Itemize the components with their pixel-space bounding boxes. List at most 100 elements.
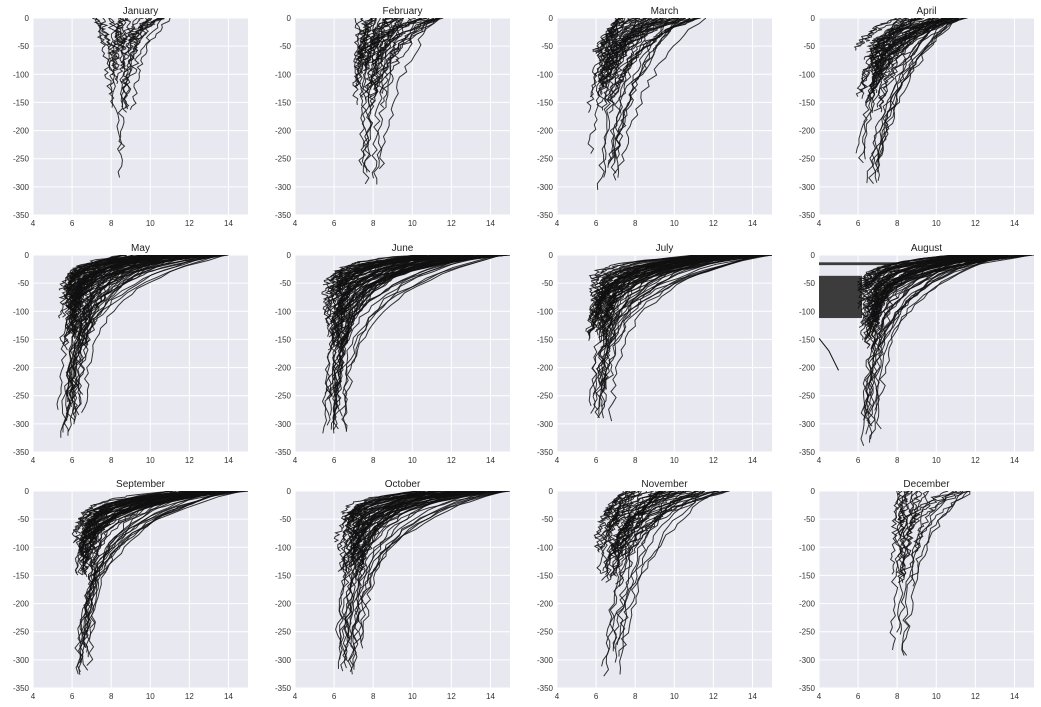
y-tick-label: -100 bbox=[275, 543, 292, 552]
subplot-june: 4 6 8 10 12 14 0 -50 -100 -150 -200 -250 -300 -350 Jun… bbox=[275, 243, 510, 465]
y-tick-label: -100 bbox=[537, 70, 554, 79]
profile-line bbox=[863, 18, 916, 42]
y-tick-label: -350 bbox=[537, 684, 554, 693]
x-tick-label: 8 bbox=[633, 219, 638, 228]
profile-line bbox=[876, 18, 945, 173]
x-tick-label: 8 bbox=[895, 456, 900, 465]
y-tick-label: -250 bbox=[13, 155, 30, 164]
x-tick-label: 12 bbox=[185, 456, 194, 465]
y-tick-label: -200 bbox=[275, 364, 292, 373]
profile-line bbox=[347, 491, 439, 640]
profile-line bbox=[359, 18, 396, 98]
y-tick-label: -200 bbox=[275, 600, 292, 609]
profile-line bbox=[60, 255, 161, 438]
x-tick-label: 10 bbox=[408, 456, 417, 465]
profile-line bbox=[327, 255, 429, 326]
y-tick-label: -350 bbox=[799, 211, 816, 220]
profile-line bbox=[58, 255, 151, 300]
y-tick-label: -300 bbox=[13, 183, 30, 192]
profile-line bbox=[332, 255, 510, 323]
subplot-title-june: June bbox=[392, 243, 414, 254]
y-tick-label: -300 bbox=[13, 656, 30, 665]
y-tick-label: -100 bbox=[275, 307, 292, 316]
y-tick-label: -50 bbox=[17, 42, 29, 51]
y-tick-label: -150 bbox=[13, 335, 30, 344]
profile-line bbox=[360, 491, 504, 562]
profile-line bbox=[378, 18, 430, 94]
profile-line bbox=[81, 491, 232, 637]
y-tick-label: -350 bbox=[13, 448, 30, 457]
profile-line bbox=[358, 491, 508, 586]
profile-line bbox=[586, 18, 620, 113]
y-tick-label: 0 bbox=[549, 251, 554, 260]
subplot-title-august: August bbox=[911, 243, 942, 254]
y-tick-label: -150 bbox=[537, 98, 554, 107]
x-tick-label: 14 bbox=[748, 219, 757, 228]
x-tick-label: 4 bbox=[293, 692, 298, 701]
stray-profile bbox=[819, 337, 839, 371]
profile-line bbox=[861, 255, 968, 326]
x-tick-label: 8 bbox=[371, 692, 376, 701]
profile-line bbox=[606, 491, 636, 559]
x-tick-label: 10 bbox=[932, 456, 941, 465]
y-tick-label: -150 bbox=[275, 571, 292, 580]
subplot-september: 4 6 8 10 12 14 0 -50 -100 -150 -200 -250 -300 -350 Sep… bbox=[13, 479, 248, 701]
profile-line bbox=[896, 491, 907, 537]
y-tick-label: -150 bbox=[13, 98, 30, 107]
y-tick-label: 0 bbox=[25, 487, 30, 496]
x-tick-label: 4 bbox=[555, 456, 560, 465]
profile-line bbox=[868, 18, 954, 185]
y-tick-label: -50 bbox=[17, 279, 29, 288]
y-tick-label: -300 bbox=[275, 420, 292, 429]
x-tick-label: 12 bbox=[971, 456, 980, 465]
x-tick-label: 12 bbox=[971, 219, 980, 228]
subplot-title-may: May bbox=[131, 243, 150, 254]
profile-line bbox=[870, 18, 934, 113]
profile-line bbox=[616, 491, 680, 550]
profiles-august bbox=[819, 255, 1034, 446]
y-tick-label: -350 bbox=[275, 684, 292, 693]
y-tick-label: -350 bbox=[799, 448, 816, 457]
profile-line bbox=[99, 18, 117, 70]
y-tick-label: -300 bbox=[799, 183, 816, 192]
profile-line bbox=[874, 18, 959, 181]
y-tick-label: 0 bbox=[287, 251, 292, 260]
x-tick-label: 4 bbox=[31, 692, 36, 701]
profile-line bbox=[356, 491, 487, 528]
y-tick-label: -50 bbox=[279, 515, 291, 524]
profile-line bbox=[68, 255, 191, 397]
profile-line bbox=[370, 18, 403, 85]
x-tick-label: 8 bbox=[633, 692, 638, 701]
y-tick-label: -50 bbox=[541, 515, 553, 524]
y-tick-label: 0 bbox=[287, 487, 292, 496]
profile-line bbox=[875, 255, 1008, 430]
profile-line bbox=[592, 255, 742, 395]
y-tick-label: -150 bbox=[799, 335, 816, 344]
y-tick-label: -350 bbox=[13, 211, 30, 220]
x-tick-label: 4 bbox=[31, 456, 36, 465]
y-tick-label: -250 bbox=[799, 155, 816, 164]
profile-line bbox=[906, 491, 949, 535]
profile-line bbox=[69, 255, 226, 408]
y-tick-label: -200 bbox=[13, 600, 30, 609]
y-tick-label: -200 bbox=[799, 127, 816, 136]
subplot-april: 4 6 8 10 12 14 0 -50 -100 -150 -200 -250 -300 -350 Apr… bbox=[799, 6, 1034, 228]
x-tick-label: 14 bbox=[224, 219, 233, 228]
profile-line bbox=[73, 255, 159, 303]
profile-line bbox=[333, 255, 421, 416]
profile-line bbox=[354, 491, 510, 557]
profile-line bbox=[610, 18, 691, 54]
x-tick-label: 8 bbox=[633, 456, 638, 465]
x-tick-label: 6 bbox=[332, 456, 337, 465]
y-tick-label: -300 bbox=[275, 656, 292, 665]
profile-line bbox=[82, 491, 243, 653]
x-tick-label: 6 bbox=[70, 456, 75, 465]
profile-line bbox=[599, 255, 710, 407]
profile-line bbox=[903, 491, 971, 577]
profile-line bbox=[82, 255, 229, 348]
profile-line bbox=[859, 18, 898, 46]
x-tick-label: 12 bbox=[447, 456, 456, 465]
profile-line bbox=[366, 18, 438, 90]
profile-line bbox=[621, 491, 728, 550]
x-tick-label: 10 bbox=[146, 692, 155, 701]
